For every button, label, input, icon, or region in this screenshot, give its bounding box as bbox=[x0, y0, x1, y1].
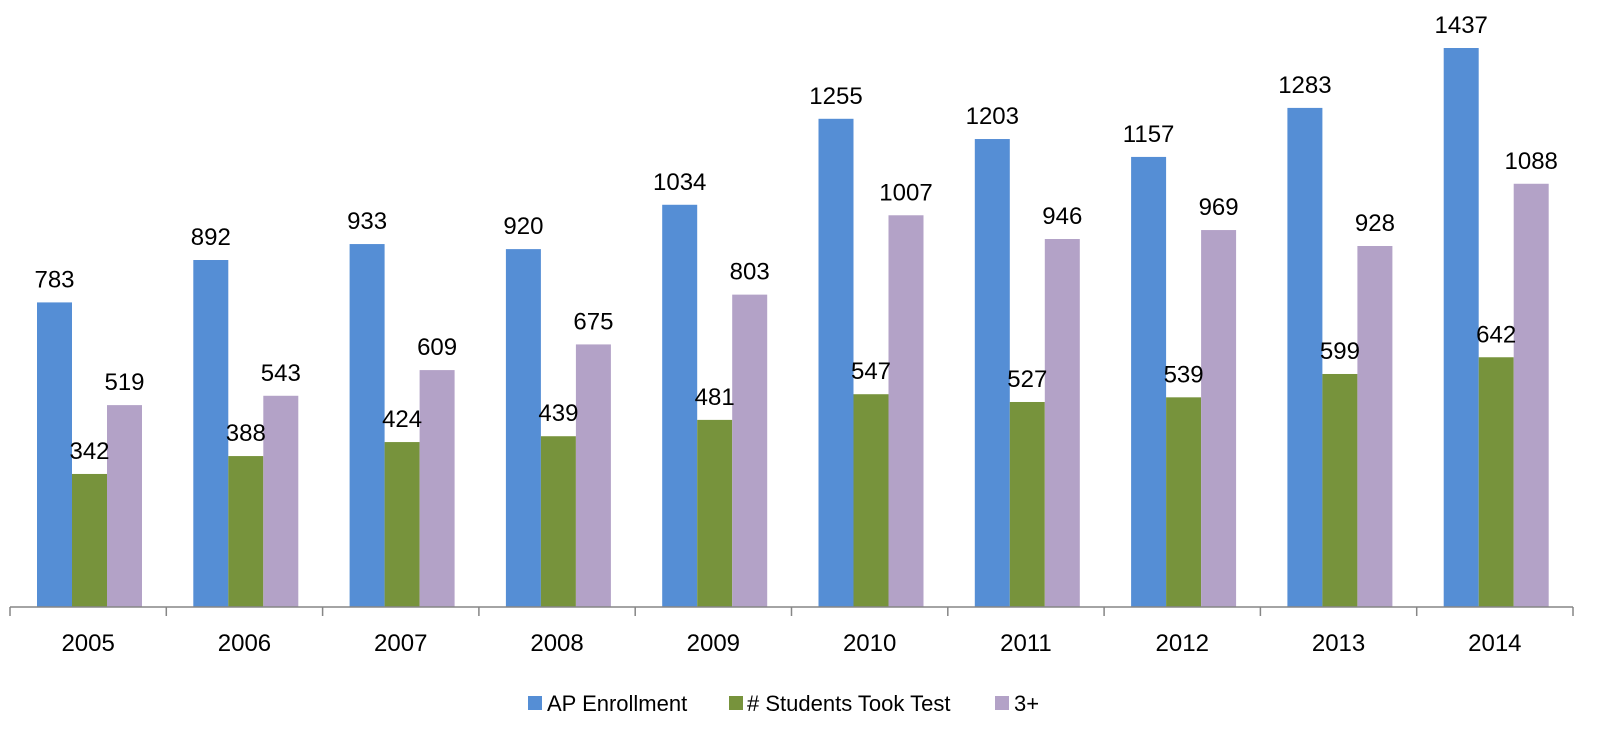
data-label-3-2008: 675 bbox=[573, 308, 613, 335]
x-tick-label-2007: 2007 bbox=[374, 630, 427, 657]
data-label-ap-enrollment-2009: 1034 bbox=[653, 169, 706, 196]
data-label-ap-enrollment-2005: 783 bbox=[34, 266, 74, 293]
legend-label-ap-enrollment: AP Enrollment bbox=[547, 691, 687, 716]
legend-swatch-students-took-test bbox=[729, 696, 743, 710]
bar-ap-enrollment-2006 bbox=[193, 260, 229, 607]
x-axis: 2005 2006 2007 2008 2009 2010 2011 2012 2013 2014 bbox=[9, 606, 1574, 657]
data-label-students-took-test-2008: 439 bbox=[538, 400, 578, 427]
x-tick-label-2005: 2005 bbox=[61, 630, 114, 657]
bar-ap-enrollment-2007 bbox=[349, 244, 385, 607]
bar-ap-enrollment-2008 bbox=[505, 249, 541, 607]
data-label-ap-enrollment-2008: 920 bbox=[503, 213, 543, 240]
bar-ap-enrollment-2010 bbox=[818, 118, 854, 607]
data-label-ap-enrollment-2011: 1203 bbox=[966, 103, 1019, 130]
data-label-students-took-test-2014: 642 bbox=[1476, 321, 1516, 348]
data-label-students-took-test-2007: 424 bbox=[382, 406, 422, 433]
bar-3-2009 bbox=[732, 294, 768, 607]
bar-students-took-test-2005 bbox=[72, 473, 107, 607]
data-label-ap-enrollment-2007: 933 bbox=[347, 208, 387, 235]
bar-3-2005 bbox=[107, 405, 142, 607]
legend-swatch-ap-enrollment bbox=[528, 696, 542, 710]
bar-ap-enrollment-2011 bbox=[974, 139, 1010, 607]
data-label-ap-enrollment-2012: 1157 bbox=[1123, 121, 1175, 148]
bar-students-took-test-2011 bbox=[1009, 401, 1045, 607]
bar-3-2011 bbox=[1044, 239, 1080, 607]
data-label-3-2014: 1088 bbox=[1505, 148, 1558, 175]
x-tick-label-2013: 2013 bbox=[1312, 630, 1365, 657]
bar-3-2012 bbox=[1201, 230, 1237, 608]
x-tick-label-2008: 2008 bbox=[530, 630, 583, 657]
data-label-students-took-test-2009: 481 bbox=[695, 384, 735, 411]
data-label-ap-enrollment-2010: 1255 bbox=[809, 83, 862, 110]
bar-students-took-test-2006 bbox=[228, 456, 264, 607]
bar-3-2014 bbox=[1513, 183, 1549, 607]
bar-3-2008 bbox=[575, 344, 611, 607]
bar-ap-enrollment-2013 bbox=[1287, 107, 1323, 608]
bar-students-took-test-2012 bbox=[1166, 397, 1202, 607]
data-label-3-2013: 928 bbox=[1355, 210, 1395, 237]
bar-ap-enrollment-2009 bbox=[662, 204, 698, 607]
bar-students-took-test-2007 bbox=[384, 442, 420, 607]
bars-group bbox=[37, 48, 1549, 608]
bar-ap-enrollment-2012 bbox=[1131, 156, 1167, 607]
data-label-students-took-test-2010: 547 bbox=[851, 358, 891, 385]
bar-3-2006 bbox=[263, 395, 299, 607]
x-tick-label-2011: 2011 bbox=[1000, 630, 1052, 657]
data-label-3-2007: 609 bbox=[417, 334, 457, 361]
bar-students-took-test-2009 bbox=[697, 419, 733, 607]
data-label-ap-enrollment-2006: 892 bbox=[191, 224, 231, 251]
data-label-students-took-test-2013: 599 bbox=[1320, 338, 1360, 365]
x-tick-label-2009: 2009 bbox=[687, 630, 740, 657]
bar-3-2007 bbox=[419, 370, 455, 607]
x-tick-label-2006: 2006 bbox=[218, 630, 271, 657]
legend-label-3: 3+ bbox=[1014, 691, 1039, 716]
data-label-3-2005: 519 bbox=[104, 369, 144, 396]
data-label-3-2010: 1007 bbox=[879, 179, 932, 206]
bar-students-took-test-2008 bbox=[540, 436, 576, 607]
data-label-students-took-test-2011: 527 bbox=[1007, 366, 1047, 393]
bar-students-took-test-2010 bbox=[853, 394, 889, 607]
x-tick-label-2012: 2012 bbox=[1156, 630, 1209, 657]
value-labels-group: 783 342 519 892 388 543 933 424 609 920 439 675 1034… bbox=[34, 12, 1557, 465]
data-label-3-2006: 543 bbox=[261, 360, 301, 387]
data-label-students-took-test-2012: 539 bbox=[1164, 361, 1204, 388]
bar-ap-enrollment-2014 bbox=[1443, 48, 1479, 607]
legend-label-students-took-test: # Students Took Test bbox=[747, 691, 950, 716]
legend: AP Enrollment # Students Took Test 3+ bbox=[528, 691, 1039, 716]
bar-3-2010 bbox=[888, 215, 924, 607]
data-label-3-2009: 803 bbox=[730, 259, 770, 286]
bar-students-took-test-2013 bbox=[1322, 373, 1358, 607]
x-tick-label-2014: 2014 bbox=[1468, 630, 1521, 657]
data-label-3-2012: 969 bbox=[1199, 194, 1239, 221]
bar-ap-enrollment-2005 bbox=[37, 302, 72, 607]
data-label-students-took-test-2006: 388 bbox=[226, 420, 266, 447]
data-label-3-2011: 946 bbox=[1042, 203, 1082, 230]
bar-3-2013 bbox=[1357, 246, 1393, 607]
bar-students-took-test-2014 bbox=[1478, 357, 1514, 607]
x-tick-label-2010: 2010 bbox=[843, 630, 896, 657]
data-label-ap-enrollment-2014: 1437 bbox=[1435, 12, 1488, 39]
data-label-students-took-test-2005: 342 bbox=[69, 438, 109, 465]
data-label-ap-enrollment-2013: 1283 bbox=[1278, 72, 1331, 99]
legend-swatch-3 bbox=[995, 696, 1009, 710]
